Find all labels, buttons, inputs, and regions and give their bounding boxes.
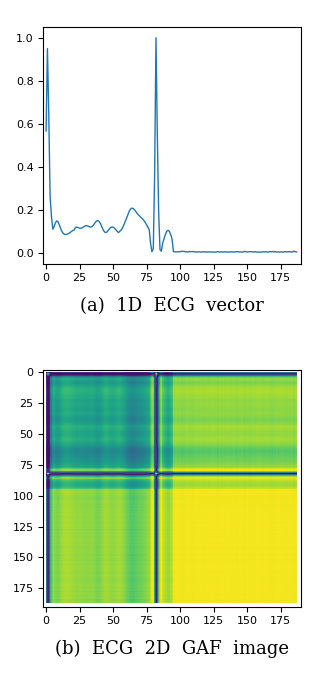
- X-axis label: (a)  1D  ECG  vector: (a) 1D ECG vector: [80, 297, 264, 315]
- X-axis label: (b)  ECG  2D  GAF  image: (b) ECG 2D GAF image: [55, 640, 289, 658]
